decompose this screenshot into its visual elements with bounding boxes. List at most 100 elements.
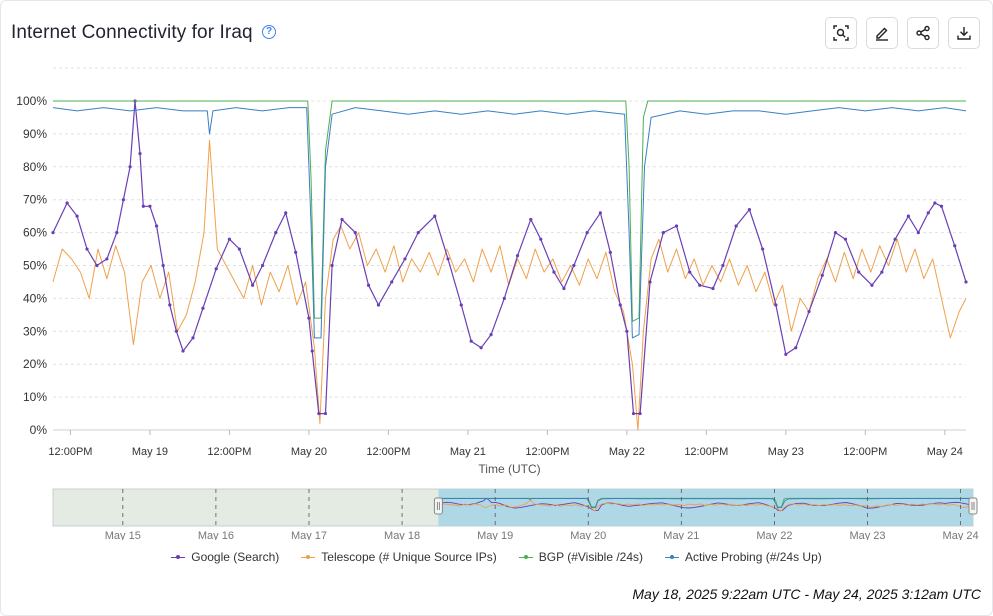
navigator-tick-label: May 17 — [291, 530, 327, 540]
series-point-google — [284, 211, 288, 215]
series-point-google — [214, 267, 218, 271]
connectivity-chart[interactable]: 0% 10% 20% 30% 40% 50% 60% 70% 80% 90% 100% 12:00PM… — [0, 0, 993, 540]
series-point-google — [502, 296, 506, 300]
series-point-google — [227, 237, 232, 241]
series-point-google — [65, 201, 69, 205]
download-icon — [957, 27, 971, 40]
series-point-google — [964, 280, 968, 284]
navigator-left-handle[interactable] — [433, 497, 443, 515]
navigator-right-handle[interactable] — [968, 497, 978, 515]
series-point-google — [317, 411, 321, 416]
series-line-google — [52, 100, 967, 415]
series-point-google — [515, 254, 520, 258]
x-tick-label: 12:00PM — [48, 446, 92, 458]
legend-item-telescope[interactable]: Telescope (# Unique Source IPs) — [301, 550, 497, 564]
navigator-tick-label: May 22 — [756, 530, 792, 540]
y-tick-label: 50% — [23, 259, 47, 273]
series-point-google — [833, 231, 838, 235]
series-point-google — [191, 336, 195, 340]
series-point-google — [105, 257, 109, 261]
navigator-line-probing — [438, 498, 974, 509]
y-tick-label: 10% — [23, 390, 47, 404]
legend-item-google[interactable]: Google (Search) — [171, 550, 279, 564]
x-tick-label: May 19 — [132, 446, 168, 458]
series-point-google — [433, 214, 437, 218]
series-point-google — [174, 329, 179, 333]
x-tick-label: May 24 — [927, 446, 963, 458]
series-point-google — [128, 165, 132, 169]
x-tick-label: May 23 — [768, 446, 804, 458]
y-tick-label: 60% — [23, 226, 47, 240]
series-point-google — [416, 231, 420, 235]
zoom-button[interactable] — [825, 17, 857, 49]
series-point-google — [711, 286, 715, 291]
series-point-google — [403, 257, 407, 261]
share-icon — [916, 25, 930, 41]
legend-item-bgp[interactable]: BGP (#Visible /24s) — [518, 550, 644, 564]
legend-swatch-telescope — [301, 553, 316, 561]
series-point-google — [251, 283, 255, 287]
series-point-google — [661, 231, 665, 235]
series-point-google — [688, 270, 692, 274]
series-point-google — [539, 237, 543, 241]
legend-swatch-google — [171, 553, 186, 561]
edit-button[interactable] — [866, 17, 898, 49]
page-title: Internet Connectivity for Iraq — [11, 22, 253, 43]
series-point-google — [608, 250, 612, 254]
series-point-google — [933, 201, 937, 205]
series-point-google — [552, 270, 556, 274]
series-point-google — [698, 283, 702, 287]
legend-swatch-bgp — [518, 553, 533, 561]
edit-icon — [876, 27, 888, 41]
series-point-google — [260, 263, 265, 268]
series-point-google — [843, 237, 848, 241]
legend-label-google: Google (Search) — [191, 550, 280, 564]
series-point-google — [353, 231, 357, 235]
series-point-google — [674, 224, 679, 228]
series-point-google — [148, 204, 152, 208]
series-point-google — [479, 346, 483, 350]
series-point-google — [446, 257, 450, 261]
series-point-google — [181, 349, 185, 353]
y-tick-label: 70% — [23, 193, 47, 207]
series-point-google — [340, 217, 344, 222]
series-point-google — [459, 303, 463, 307]
series-point-google — [323, 411, 328, 416]
series-point-google — [489, 332, 493, 337]
series-point-google — [648, 280, 652, 284]
series-point-google — [75, 214, 79, 218]
series-point-google — [562, 286, 566, 291]
series-point-google — [598, 211, 602, 215]
share-button[interactable] — [907, 17, 939, 49]
navigator-tick-label: May 21 — [663, 530, 699, 540]
series-line-bgp — [53, 100, 966, 322]
y-tick-label: 20% — [23, 357, 47, 371]
series-point-google — [893, 237, 897, 241]
series-point-google — [784, 352, 788, 356]
legend-label-bgp: BGP (#Visible /24s) — [538, 550, 644, 564]
series-point-google — [141, 204, 145, 208]
navigator-tick-label: May 15 — [105, 530, 141, 540]
series-point-google — [880, 270, 884, 274]
series-point-google — [330, 263, 334, 268]
question-circle-icon[interactable]: ? — [262, 25, 276, 39]
x-tick-label: 12:00PM — [684, 446, 728, 458]
y-tick-label: 0% — [30, 423, 48, 437]
series-point-google — [294, 250, 298, 254]
legend-item-probing[interactable]: Active Probing (#/24s Up) — [665, 550, 822, 564]
series-point-google — [721, 263, 725, 268]
series-point-google — [529, 217, 533, 222]
download-button[interactable] — [948, 17, 980, 49]
series-point-google — [237, 247, 241, 251]
navigator-tick-label: May 18 — [384, 530, 420, 540]
legend-label-telescope: Telescope (# Unique Source IPs) — [321, 550, 497, 564]
series-point-google — [774, 303, 778, 307]
series-point-google — [201, 306, 205, 310]
y-tick-label: 90% — [23, 127, 47, 141]
x-tick-label: May 20 — [291, 446, 327, 458]
zoom-icon — [833, 25, 849, 41]
series-point-google — [572, 263, 576, 268]
series-line-telescope — [52, 140, 967, 431]
series-point-google — [870, 283, 874, 287]
series-point-google — [734, 224, 738, 228]
